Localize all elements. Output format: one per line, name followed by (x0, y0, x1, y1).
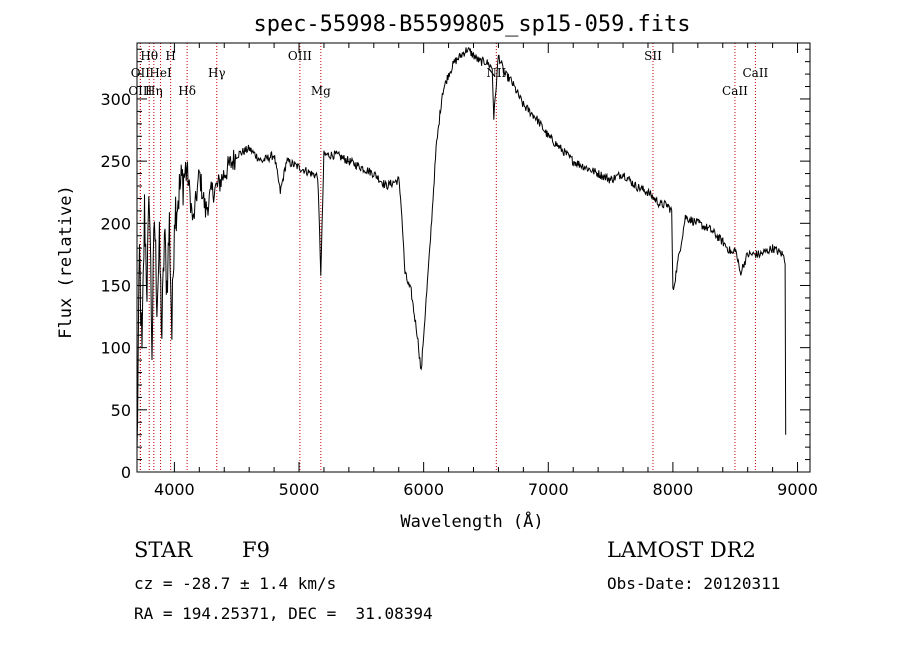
line-label-2: OII (131, 66, 151, 80)
line-label-11: SII (644, 49, 662, 63)
spectrum-line (136, 47, 787, 451)
line-label-12: CaII (742, 66, 768, 80)
y-tick-label: 100 (100, 339, 131, 358)
line-label-3: HeI (149, 66, 172, 80)
y-tick-label: 300 (100, 90, 131, 109)
x-tick-label: 4000 (154, 480, 195, 499)
line-label-1: H (165, 49, 175, 63)
y-tick-label: 50 (111, 401, 131, 420)
line-label-6: OIII (128, 84, 152, 98)
line-label-9: Mg (311, 84, 331, 98)
line-label-0: Hθ (140, 49, 158, 63)
y-tick-label: 150 (100, 276, 131, 295)
spectral-line-markers (139, 43, 756, 472)
survey-name: LAMOST DR2 (607, 538, 756, 562)
line-label-5: OIII (288, 49, 312, 63)
plot-frame (136, 42, 811, 473)
y-axis-label: Flux (relative) (56, 185, 76, 339)
line-label-4: Hγ (208, 66, 226, 80)
x-tick-label: 7000 (528, 480, 569, 499)
line-label-10: NII (486, 66, 506, 80)
chart-title: spec-55998-B5599805_sp15-059.fits (253, 12, 690, 37)
object-type: STAR (134, 538, 193, 562)
coordinates-readout: RA = 194.25371, DEC = 31.08394 (134, 604, 433, 623)
x-axis-label: Wavelength (Å) (400, 510, 543, 532)
observation-date: Obs-Date: 20120311 (607, 574, 781, 593)
x-tick-label: 9000 (777, 480, 818, 499)
line-label-7: Hη (145, 84, 163, 98)
x-tick-label: 8000 (653, 480, 694, 499)
x-tick-label: 5000 (279, 480, 320, 499)
line-label-13: CaII (722, 84, 748, 98)
y-tick-label: 200 (100, 214, 131, 233)
y-tick-label: 250 (100, 152, 131, 171)
line-label-8: Hδ (178, 84, 196, 98)
y-axis-ticks: 0 50 100 150 200 250 300 (100, 48, 810, 482)
redshift-readout: cz = -28.7 ± 1.4 km/s (134, 574, 337, 593)
x-axis-ticks: 4000 5000 6000 7000 8000 9000 (154, 43, 818, 499)
x-tick-label: 6000 (403, 480, 444, 499)
y-tick-label: 0 (121, 463, 131, 482)
object-subclass: F9 (242, 538, 270, 562)
